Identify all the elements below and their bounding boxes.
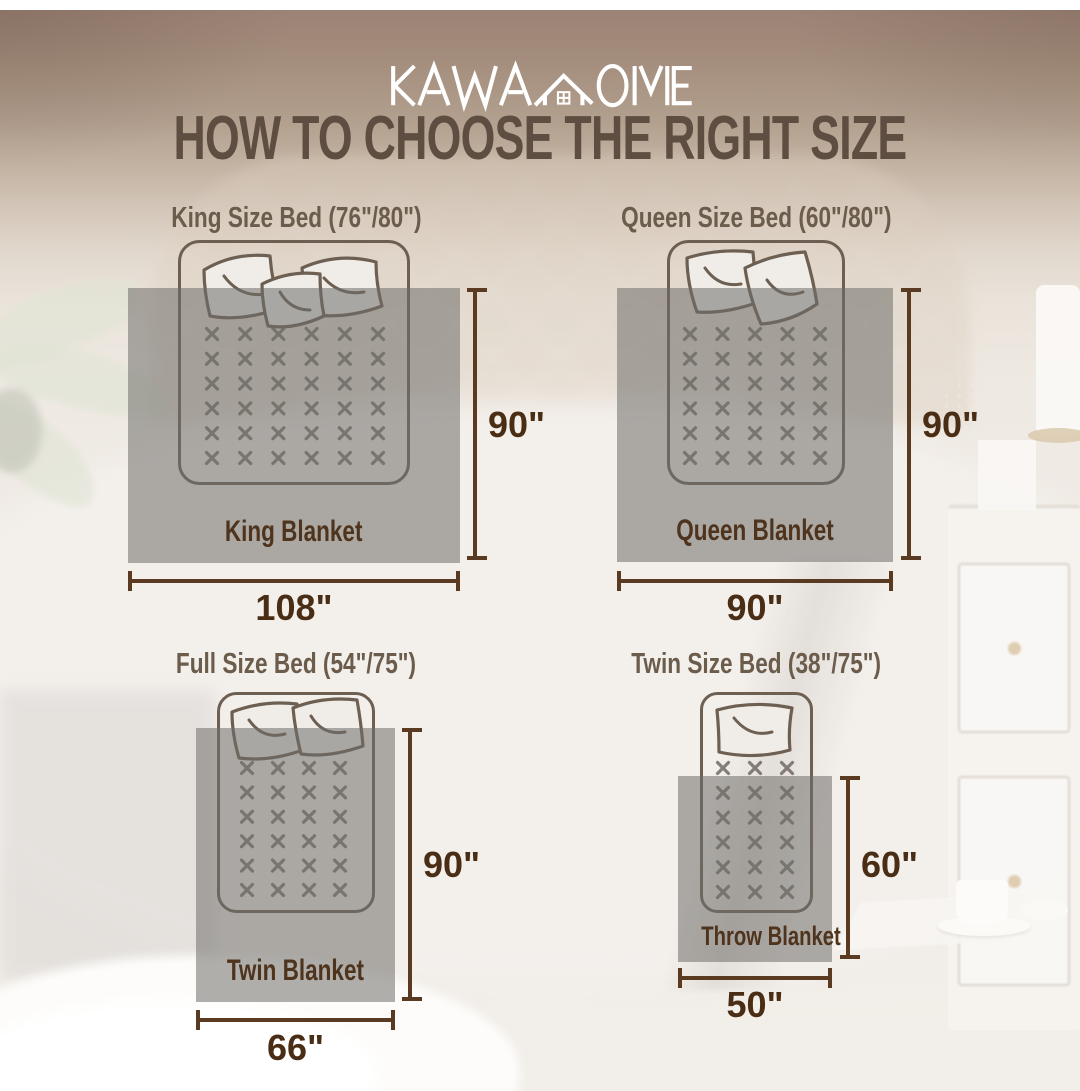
plant-pot (978, 440, 1036, 510)
bed-size-label: King Size Bed (76"/80") (170, 202, 422, 234)
table-lamp (1036, 285, 1080, 435)
blanket-name-label: Throw Blanket (701, 921, 841, 951)
height-dimension-value: 90" (423, 844, 481, 885)
page-title: HOW TO CHOOSE THE RIGHT SIZE (0, 108, 1080, 170)
height-dimension-line (901, 288, 921, 560)
width-dimension-value: 108" (255, 587, 333, 628)
width-dimension-line (617, 571, 893, 591)
page-title-text: HOW TO CHOOSE THE RIGHT SIZE (173, 104, 908, 173)
queen-blanket-overlay: Queen Blanket (617, 288, 893, 562)
width-dimension-line (678, 968, 832, 988)
lamp-base (1028, 428, 1080, 443)
top-white-border (0, 0, 1080, 10)
drawer-knob (1008, 875, 1021, 888)
blanket-name-label: King Blanket (225, 515, 363, 548)
throw-blanket-overlay: Throw Blanket (678, 776, 841, 962)
width-dimension-line (128, 571, 460, 591)
stitch-x-mark (747, 760, 763, 776)
width-dimension-line (196, 1010, 395, 1030)
kawahome-logo-icon (391, 60, 692, 112)
height-dimension-line (840, 776, 860, 959)
twin-blanket-overlay: Twin Blanket (196, 728, 395, 1002)
blanket-name-label: Twin Blanket (226, 954, 365, 987)
bed-size-label: Queen Size Bed (60"/80") (620, 202, 892, 234)
bed-size-label: Full Size Bed (54"/75") (175, 648, 417, 680)
nightstand (948, 505, 1080, 1030)
small-dish (1022, 900, 1068, 920)
stitch-x-mark (715, 760, 731, 776)
width-dimension-value: 66" (266, 1027, 325, 1068)
floor-shadow (0, 690, 215, 980)
stitch-x-mark (779, 760, 795, 776)
brand-logo (0, 48, 1080, 120)
blanket-name-label: Queen Blanket (676, 514, 834, 547)
nightstand-drawer (958, 563, 1070, 733)
width-dimension-value: 50" (726, 984, 784, 1025)
king-blanket-overlay: King Blanket (128, 288, 460, 563)
cup (956, 880, 1008, 924)
height-dimension-value: 90" (922, 404, 980, 445)
drawer-knob (1008, 642, 1021, 655)
pillow-icon (715, 702, 794, 758)
height-dimension-value: 90" (488, 404, 546, 445)
height-dimension-line (467, 288, 487, 560)
height-dimension-value: 60" (861, 844, 919, 885)
height-dimension-line (402, 728, 422, 1001)
width-dimension-value: 90" (726, 587, 784, 628)
bed-size-label: Twin Size Bed (38"/75") (631, 648, 881, 680)
